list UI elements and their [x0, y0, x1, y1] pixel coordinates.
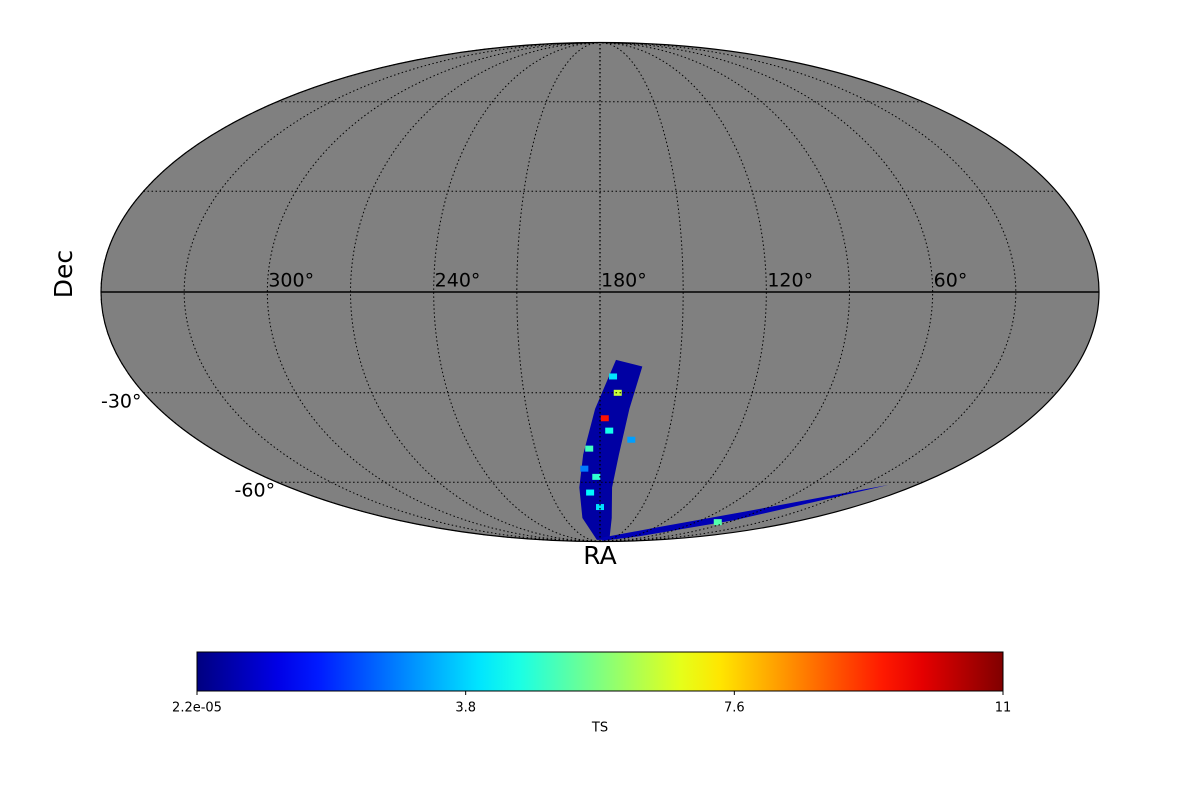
y-axis-label: Dec — [49, 250, 78, 298]
hotspot — [713, 519, 722, 526]
x-tick-label: 180° — [601, 270, 647, 292]
grid-line — [599, 42, 767, 542]
x-tick-label: 120° — [767, 270, 813, 292]
map-layer — [579, 359, 889, 541]
hotspot — [580, 465, 589, 472]
colorbar — [196, 651, 1004, 692]
x-tick-label: 60° — [934, 270, 968, 292]
footprint — [601, 484, 889, 541]
colorbar-label: TS — [591, 721, 608, 736]
sky-outline — [100, 41, 1100, 543]
grid-line — [266, 42, 601, 542]
grid-line — [599, 42, 684, 542]
grid-line — [516, 42, 601, 542]
grid-line — [599, 42, 851, 542]
grid-line — [599, 42, 934, 542]
grid-line — [433, 42, 601, 542]
hotspot — [613, 389, 622, 396]
hotspot — [609, 373, 618, 380]
y-tick-label: -60° — [235, 480, 276, 502]
colorbar-tick-label: 11 — [995, 701, 1012, 716]
colorbar-tick-label: 3.8 — [455, 701, 476, 716]
y-tick-label: -30° — [101, 390, 142, 412]
x-tick-label: 240° — [435, 270, 481, 292]
hotspot — [586, 489, 595, 496]
colorbar-tick-label: 2.2e-05 — [172, 701, 222, 716]
colorbar-tick-label: 7.6 — [724, 701, 745, 716]
hotspot — [585, 445, 594, 452]
hotspot — [596, 504, 604, 511]
hotspot — [600, 415, 609, 422]
hotspot — [605, 427, 614, 434]
x-axis-label: RA — [583, 541, 616, 570]
hotspot — [592, 473, 601, 480]
grid-line — [349, 42, 601, 542]
footprint — [579, 359, 643, 540]
x-tick-label: 300° — [268, 270, 314, 292]
hotspot — [627, 436, 636, 443]
